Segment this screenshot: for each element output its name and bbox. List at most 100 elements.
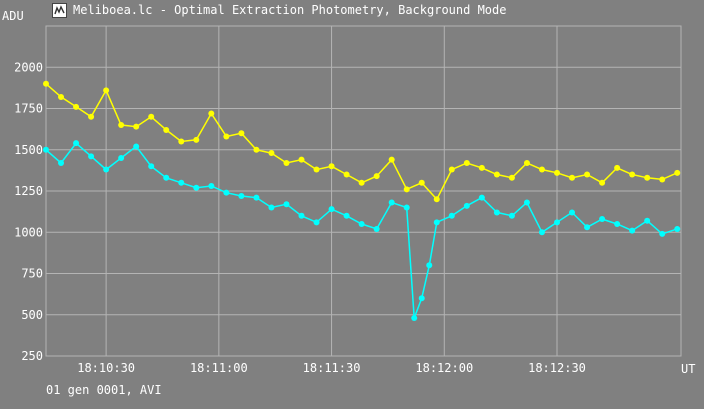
x-tick-label: 18:10:30 [77, 361, 135, 375]
y-tick-label: 2000 [14, 60, 43, 74]
data-point-lower [238, 192, 245, 199]
data-point-lower [411, 315, 418, 322]
data-point-upper [238, 130, 245, 137]
data-point-upper [163, 126, 170, 133]
data-point-lower [328, 206, 335, 213]
data-point-upper [88, 113, 95, 120]
data-point-lower [418, 295, 425, 302]
data-point-lower [644, 217, 651, 224]
data-point-lower [163, 174, 170, 181]
data-point-lower [403, 204, 410, 211]
y-tick-label: 250 [21, 349, 43, 363]
y-tick-label: 1500 [14, 143, 43, 157]
data-point-upper [463, 159, 470, 166]
data-point-upper [343, 171, 350, 178]
x-axis-label: UT [681, 362, 695, 376]
data-point-upper [193, 136, 200, 143]
window-title: Meliboea.lc - Optimal Extraction Photome… [73, 3, 507, 17]
data-point-lower [88, 153, 95, 160]
data-point-upper [644, 174, 651, 181]
data-point-upper [629, 171, 636, 178]
data-point-lower [358, 221, 365, 227]
data-point-upper [313, 166, 320, 173]
x-tick-label: 18:12:30 [528, 361, 586, 375]
data-point-lower [268, 204, 275, 211]
x-tick-label: 18:11:00 [190, 361, 248, 375]
y-tick-label: 1000 [14, 225, 43, 239]
data-point-lower [58, 159, 65, 166]
data-point-lower [133, 143, 140, 150]
y-tick-label: 750 [21, 267, 43, 281]
data-point-upper [614, 164, 621, 171]
data-point-upper [523, 159, 530, 166]
data-point-upper [283, 159, 290, 166]
data-point-upper [569, 174, 576, 181]
data-point-lower [493, 209, 500, 216]
data-point-lower [599, 216, 606, 223]
data-point-lower [448, 212, 455, 219]
data-point-upper [73, 103, 80, 110]
data-point-lower [554, 219, 561, 226]
data-point-lower [298, 212, 305, 219]
data-point-lower [614, 221, 621, 227]
data-point-lower [343, 212, 350, 219]
data-point-upper [43, 80, 49, 87]
data-point-lower [674, 225, 681, 232]
data-point-lower [118, 155, 125, 161]
data-point-lower [178, 179, 185, 186]
data-point-upper [328, 163, 335, 170]
data-point-lower [523, 199, 530, 206]
data-point-lower [584, 224, 591, 231]
photometry-app-icon[interactable] [52, 3, 67, 18]
data-point-upper [58, 93, 65, 100]
series-line-lower [45, 142, 678, 319]
data-point-lower [478, 194, 485, 201]
data-point-lower [629, 227, 636, 234]
data-point-upper [118, 122, 125, 128]
data-point-lower [463, 202, 470, 209]
data-point-lower [388, 199, 395, 206]
data-point-upper [133, 123, 140, 130]
data-point-lower [283, 201, 290, 208]
data-point-lower [193, 184, 200, 191]
data-point-upper [508, 174, 515, 181]
data-point-upper [433, 196, 440, 203]
y-axis-label: ADU [2, 9, 24, 23]
data-point-lower [538, 229, 545, 236]
data-point-upper [584, 171, 591, 178]
y-tick-label: 1750 [14, 102, 43, 116]
data-point-lower [659, 230, 666, 237]
data-point-upper [538, 166, 545, 173]
data-point-lower [223, 189, 230, 196]
data-point-lower [508, 212, 515, 219]
data-point-upper [388, 156, 395, 163]
x-tick-label: 18:12:00 [415, 361, 473, 375]
data-point-upper [268, 150, 275, 157]
data-point-upper [358, 179, 365, 186]
data-point-upper [599, 179, 606, 186]
data-point-upper [659, 176, 666, 183]
data-point-upper [148, 113, 155, 120]
data-point-upper [253, 146, 260, 153]
data-point-upper [208, 110, 215, 117]
data-point-upper [223, 133, 230, 140]
data-point-lower [373, 225, 380, 232]
data-point-lower [43, 146, 49, 153]
data-point-lower [569, 209, 576, 216]
data-point-lower [148, 163, 155, 170]
data-point-upper [103, 87, 110, 94]
data-point-lower [208, 183, 215, 190]
data-point-lower [103, 166, 110, 173]
data-point-upper [178, 138, 185, 145]
data-point-upper [478, 164, 485, 171]
data-point-upper [298, 156, 305, 163]
data-point-upper [554, 169, 561, 176]
status-footer: 01 gen 0001, AVI [46, 383, 162, 397]
y-tick-label: 1250 [14, 184, 43, 198]
data-point-upper [403, 186, 410, 193]
data-point-lower [426, 262, 433, 269]
data-point-upper [448, 166, 455, 173]
x-tick-label: 18:11:30 [303, 361, 361, 375]
data-point-upper [493, 171, 500, 178]
